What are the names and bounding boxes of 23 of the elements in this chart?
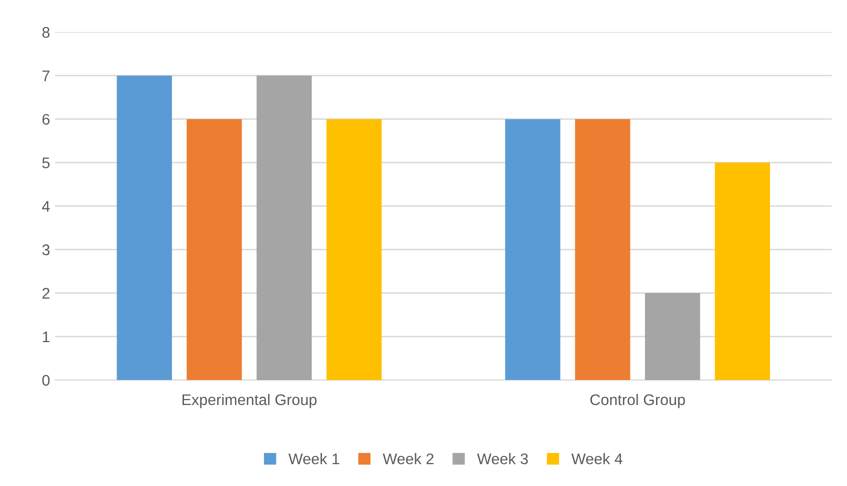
bar	[326, 119, 382, 380]
y-tick-label: 0	[42, 374, 50, 386]
legend-label: Week 2	[382, 453, 434, 464]
bar	[505, 119, 560, 380]
x-tick-label: Experimental Group	[182, 394, 317, 408]
y-tick-label: 8	[42, 26, 50, 38]
y-tick-label: 7	[42, 70, 50, 82]
bar	[256, 76, 312, 380]
bar	[186, 119, 242, 380]
x-tick-label: Control Group	[590, 394, 685, 408]
bar	[116, 76, 172, 380]
bar	[644, 293, 700, 380]
y-tick-label: 1	[42, 332, 50, 342]
y-tick-label: 2	[42, 288, 50, 299]
bar	[714, 162, 770, 380]
y-tick-label: 4	[42, 201, 50, 212]
legend-label: Week 3	[477, 453, 528, 464]
legend-label: Week 1	[288, 453, 340, 464]
y-tick-label: 6	[42, 114, 50, 125]
y-tick-label: 5	[42, 158, 50, 168]
bar	[575, 119, 630, 380]
y-tick-label: 3	[42, 244, 50, 256]
legend-label: Week 4	[571, 453, 622, 464]
